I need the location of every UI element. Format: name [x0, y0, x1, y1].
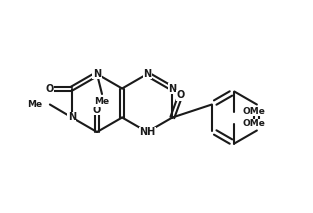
Text: Me: Me [27, 100, 42, 109]
Text: N: N [168, 83, 177, 94]
Text: O: O [46, 83, 54, 94]
Text: O: O [176, 91, 184, 101]
Text: Me: Me [95, 98, 110, 106]
Text: N: N [93, 69, 101, 79]
Text: O: O [93, 105, 101, 115]
Text: OMe: OMe [242, 107, 265, 116]
Text: OMe: OMe [242, 119, 265, 128]
Text: N: N [143, 69, 151, 79]
Text: NH: NH [139, 127, 155, 137]
Text: N: N [68, 112, 76, 122]
